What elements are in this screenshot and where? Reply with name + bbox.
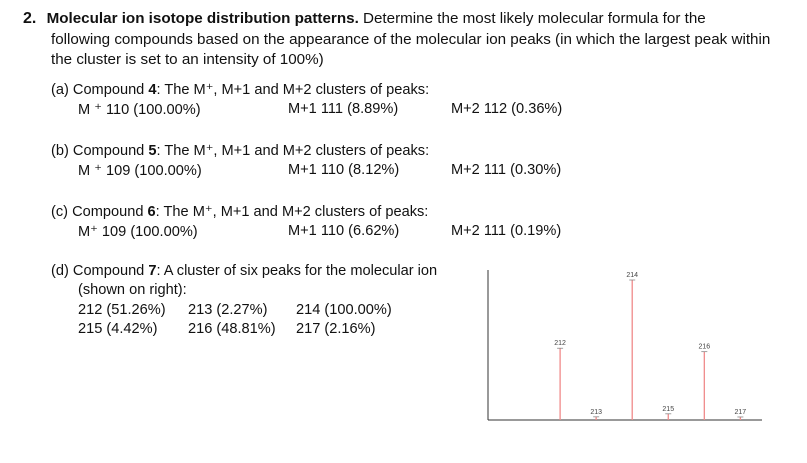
question-title: Molecular ion isotope distribution patte… xyxy=(46,10,359,27)
part-a-m-peak: M ⁺ 110 (100.00%) xyxy=(78,102,201,118)
part-d-heading: (d) Compound 7: A cluster of six peaks f… xyxy=(51,263,437,279)
part-d-peak-215: 215 (4.42%) xyxy=(78,321,158,337)
part-a-m1-peak: M+1 111 (8.89%) xyxy=(288,101,399,117)
question-header: 2. Molecular ion isotope distribution pa… xyxy=(23,9,706,28)
part-c-m2-peak: M+2 111 (0.19%) xyxy=(451,223,562,239)
mass-spectrum-chart: 212 213 214 215 216 217 xyxy=(487,270,762,421)
question-line-2: following compounds based on the appeara… xyxy=(51,31,771,48)
part-c-description: : The M⁺, M+1 and M+2 clusters of peaks: xyxy=(155,204,429,220)
part-c-compound-number: 6 xyxy=(147,204,156,220)
part-a-compound-number: 4 xyxy=(148,82,157,98)
part-d-description-2: (shown on right): xyxy=(78,282,187,298)
peak-label-217: 217 xyxy=(735,409,747,416)
part-a-m2-peak: M+2 112 (0.36%) xyxy=(451,101,563,117)
part-c-m-peak: M⁺ 109 (100.00%) xyxy=(78,224,198,240)
part-b-description: : The M⁺, M+1 and M+2 clusters of peaks: xyxy=(156,143,430,159)
peak-label-214: 214 xyxy=(626,272,638,279)
part-b-heading: (b) Compound 5: The M⁺, M+1 and M+2 clus… xyxy=(51,142,429,159)
part-c-compound-prefix: Compound xyxy=(72,204,148,220)
part-d-peak-216: 216 (48.81%) xyxy=(188,321,276,337)
peak-label-216: 216 xyxy=(698,344,710,351)
part-b-label: (b) xyxy=(51,143,69,159)
part-a-compound-prefix: Compound xyxy=(72,82,149,98)
part-a-label: (a) xyxy=(51,82,69,98)
part-b-m-peak: M ⁺ 109 (100.00%) xyxy=(78,163,202,179)
part-d-compound-prefix: Compound xyxy=(72,263,149,279)
part-d-peak-212: 212 (51.26%) xyxy=(78,302,166,318)
part-a-heading: (a) Compound 4: The M⁺, M+1 and M+2 clus… xyxy=(51,81,429,98)
part-c-heading: (c) Compound 6: The M⁺, M+1 and M+2 clus… xyxy=(51,203,428,220)
peak-label-215: 215 xyxy=(662,406,674,413)
chart-peaks: 212 213 214 215 216 217 xyxy=(554,272,746,420)
part-a-description: : The M⁺, M+1 and M+2 clusters of peaks: xyxy=(156,82,430,98)
part-b-compound-number: 5 xyxy=(148,143,157,159)
part-b-m2-peak: M+2 111 (0.30%) xyxy=(451,162,562,178)
question-intro: Determine the most likely molecular form… xyxy=(358,10,706,27)
part-b-m1-peak: M+1 110 (8.12%) xyxy=(288,162,400,178)
part-c-label: (c) xyxy=(51,204,69,220)
question-number: 2. xyxy=(23,10,37,27)
peak-label-213: 213 xyxy=(590,409,602,416)
part-d-label: (d) xyxy=(51,263,69,279)
part-d-peak-214: 214 (100.00%) xyxy=(296,302,392,318)
part-d-peak-217: 217 (2.16%) xyxy=(296,321,376,337)
part-c-m1-peak: M+1 110 (6.62%) xyxy=(288,223,400,239)
question-line-3: the cluster is set to an intensity of 10… xyxy=(51,51,324,68)
peak-label-212: 212 xyxy=(554,340,566,347)
part-b-compound-prefix: Compound xyxy=(72,143,149,159)
part-d-peak-213: 213 (2.27%) xyxy=(188,302,268,318)
part-d-compound-number: 7 xyxy=(148,263,157,279)
part-d-description: : A cluster of six peaks for the molecul… xyxy=(156,263,438,279)
